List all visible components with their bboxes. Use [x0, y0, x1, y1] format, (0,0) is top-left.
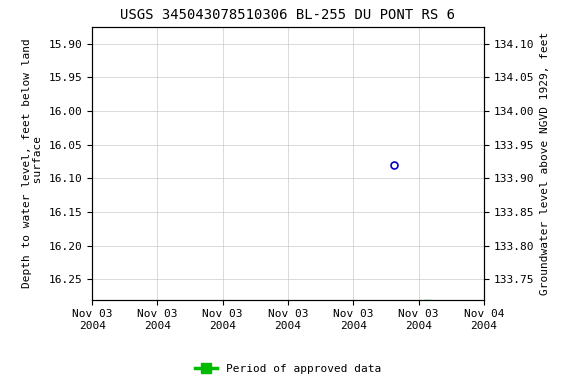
Y-axis label: Depth to water level, feet below land
 surface: Depth to water level, feet below land su…: [21, 38, 43, 288]
Title: USGS 345043078510306 BL-255 DU PONT RS 6: USGS 345043078510306 BL-255 DU PONT RS 6: [120, 8, 456, 22]
Y-axis label: Groundwater level above NGVD 1929, feet: Groundwater level above NGVD 1929, feet: [540, 31, 550, 295]
Legend: Period of approved data: Period of approved data: [191, 359, 385, 379]
